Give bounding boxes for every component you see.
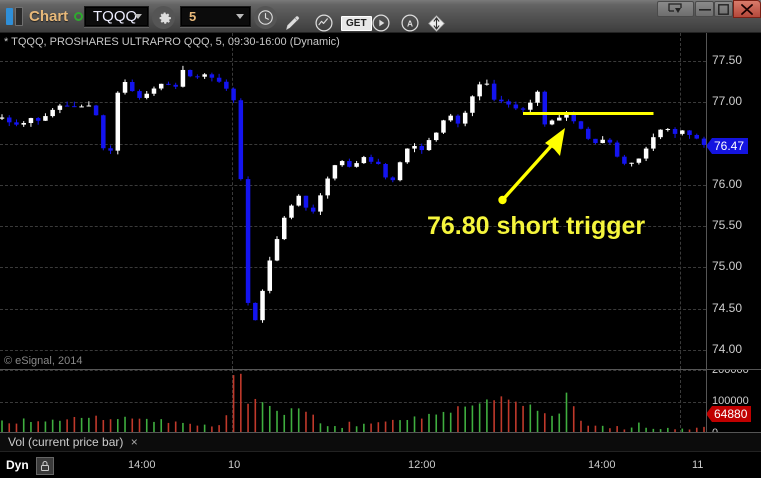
- svg-text:A: A: [407, 18, 413, 28]
